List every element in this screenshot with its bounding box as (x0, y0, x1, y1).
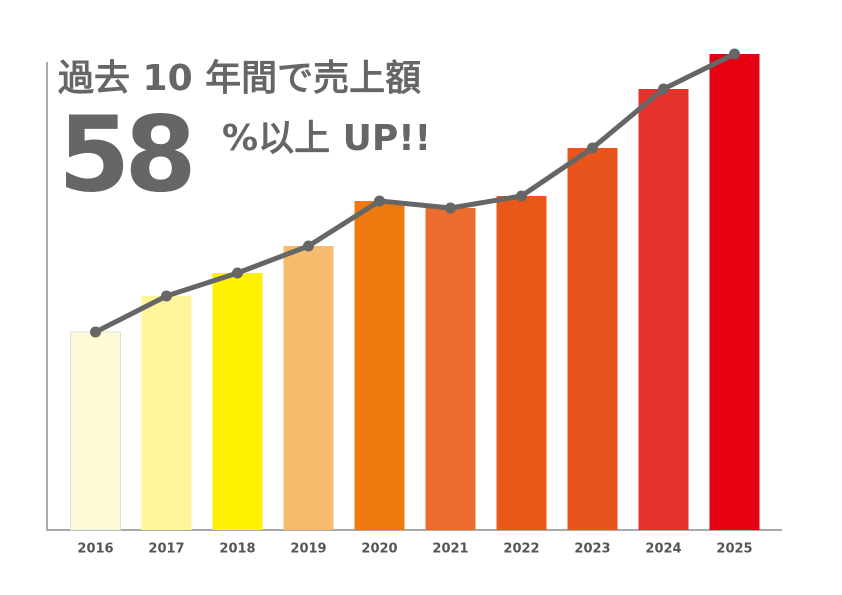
x-tick-label: 2025 (716, 542, 752, 557)
x-tick-label: 2021 (432, 542, 468, 557)
trend-point (658, 83, 669, 95)
chart-title: 過去 10 年間で売上額 (58, 58, 421, 99)
headline-number: 58 (58, 93, 191, 215)
bar (567, 148, 618, 530)
trend-point (374, 195, 385, 207)
headline-text: %以上 UP!! (222, 118, 431, 159)
x-tick-label: 2023 (574, 542, 610, 557)
bar (425, 208, 476, 530)
bar (496, 196, 547, 530)
trend-line (94, 51, 736, 335)
x-tick-label: 2024 (645, 542, 681, 557)
x-tick-label: 2022 (503, 542, 539, 557)
x-tick-label: 2019 (290, 542, 326, 557)
trend-point (161, 290, 172, 302)
bar (354, 201, 405, 530)
x-tick-label: 2018 (219, 542, 255, 557)
bar (70, 331, 121, 531)
bar (638, 89, 689, 530)
bar (212, 273, 263, 530)
bar (283, 246, 334, 530)
trend-point (90, 326, 101, 338)
x-tick-label: 2020 (361, 542, 397, 557)
trend-point (445, 202, 456, 214)
trend-point (232, 267, 243, 279)
x-tick-label: 2016 (77, 542, 113, 557)
trend-point (516, 190, 527, 202)
trend-point (729, 48, 740, 60)
bar (709, 54, 760, 530)
bar (141, 296, 192, 530)
x-tick-label: 2017 (148, 542, 184, 557)
trend-point (303, 240, 314, 252)
trend-point (587, 142, 598, 154)
